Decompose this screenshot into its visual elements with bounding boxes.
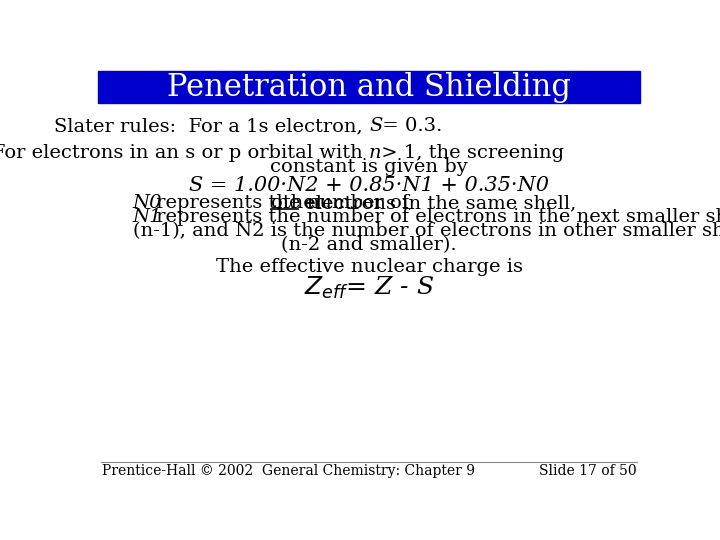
Text: (n-1), and N2 is the number of electrons in other smaller shells: (n-1), and N2 is the number of electrons… bbox=[132, 222, 720, 240]
Text: S: S bbox=[369, 117, 382, 136]
Text: Slide 17 of 50: Slide 17 of 50 bbox=[539, 464, 636, 478]
Text: Prentice-Hall © 2002: Prentice-Hall © 2002 bbox=[102, 464, 253, 478]
FancyBboxPatch shape bbox=[98, 71, 640, 103]
Text: constant is given by: constant is given by bbox=[270, 158, 468, 176]
Text: For electrons in an s or p orbital with: For electrons in an s or p orbital with bbox=[0, 144, 369, 163]
Text: represents the number of: represents the number of bbox=[150, 194, 415, 212]
Text: The effective nuclear charge is: The effective nuclear charge is bbox=[215, 258, 523, 275]
Text: n: n bbox=[369, 144, 382, 163]
Text: N0: N0 bbox=[132, 194, 162, 212]
Text: > 1, the screening: > 1, the screening bbox=[375, 144, 564, 163]
Text: other: other bbox=[271, 194, 323, 212]
Text: = 0.3.: = 0.3. bbox=[376, 117, 442, 136]
Text: Slater rules:  For a 1s electron,: Slater rules: For a 1s electron, bbox=[54, 117, 369, 136]
Text: N1: N1 bbox=[132, 208, 162, 226]
Text: $\mathit{Z}_{eff}$= Z - S: $\mathit{Z}_{eff}$= Z - S bbox=[304, 275, 434, 301]
Text: General Chemistry: Chapter 9: General Chemistry: Chapter 9 bbox=[263, 464, 475, 478]
Text: represents the number of electrons in the next smaller shell: represents the number of electrons in th… bbox=[150, 208, 720, 226]
Text: electrons in the same shell,: electrons in the same shell, bbox=[299, 194, 577, 212]
Text: S = 1.00·N2 + 0.85·N1 + 0.35·N0: S = 1.00·N2 + 0.85·N1 + 0.35·N0 bbox=[189, 176, 549, 195]
Text: (n-2 and smaller).: (n-2 and smaller). bbox=[282, 236, 456, 254]
Text: Penetration and Shielding: Penetration and Shielding bbox=[167, 72, 571, 103]
